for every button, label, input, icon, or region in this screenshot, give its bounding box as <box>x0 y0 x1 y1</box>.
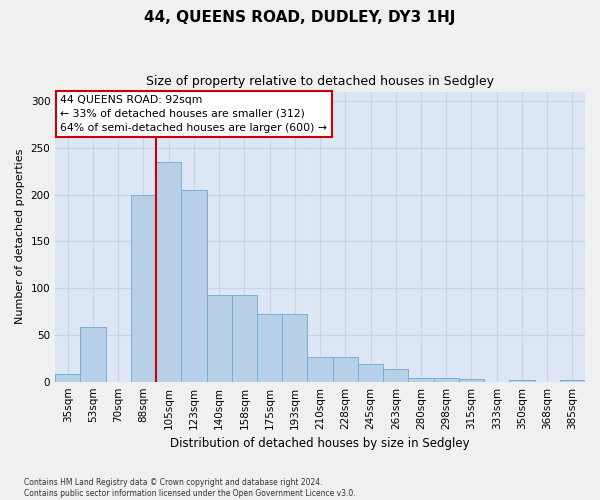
Bar <box>156 162 181 382</box>
Bar <box>55 374 80 382</box>
Bar <box>282 314 307 382</box>
Bar <box>358 364 383 382</box>
Bar <box>509 380 535 382</box>
Bar <box>257 314 282 382</box>
X-axis label: Distribution of detached houses by size in Sedgley: Distribution of detached houses by size … <box>170 437 470 450</box>
Bar <box>307 358 332 382</box>
Bar <box>232 295 257 382</box>
Text: Contains HM Land Registry data © Crown copyright and database right 2024.
Contai: Contains HM Land Registry data © Crown c… <box>24 478 356 498</box>
Text: 44, QUEENS ROAD, DUDLEY, DY3 1HJ: 44, QUEENS ROAD, DUDLEY, DY3 1HJ <box>145 10 455 25</box>
Bar <box>409 378 434 382</box>
Y-axis label: Number of detached properties: Number of detached properties <box>15 149 25 324</box>
Bar <box>383 368 409 382</box>
Bar <box>560 380 585 382</box>
Bar <box>181 190 206 382</box>
Text: 44 QUEENS ROAD: 92sqm
← 33% of detached houses are smaller (312)
64% of semi-det: 44 QUEENS ROAD: 92sqm ← 33% of detached … <box>61 95 328 133</box>
Bar <box>459 379 484 382</box>
Bar <box>206 295 232 382</box>
Title: Size of property relative to detached houses in Sedgley: Size of property relative to detached ho… <box>146 75 494 88</box>
Bar <box>434 378 459 382</box>
Bar <box>80 326 106 382</box>
Bar <box>131 195 156 382</box>
Bar <box>332 358 358 382</box>
